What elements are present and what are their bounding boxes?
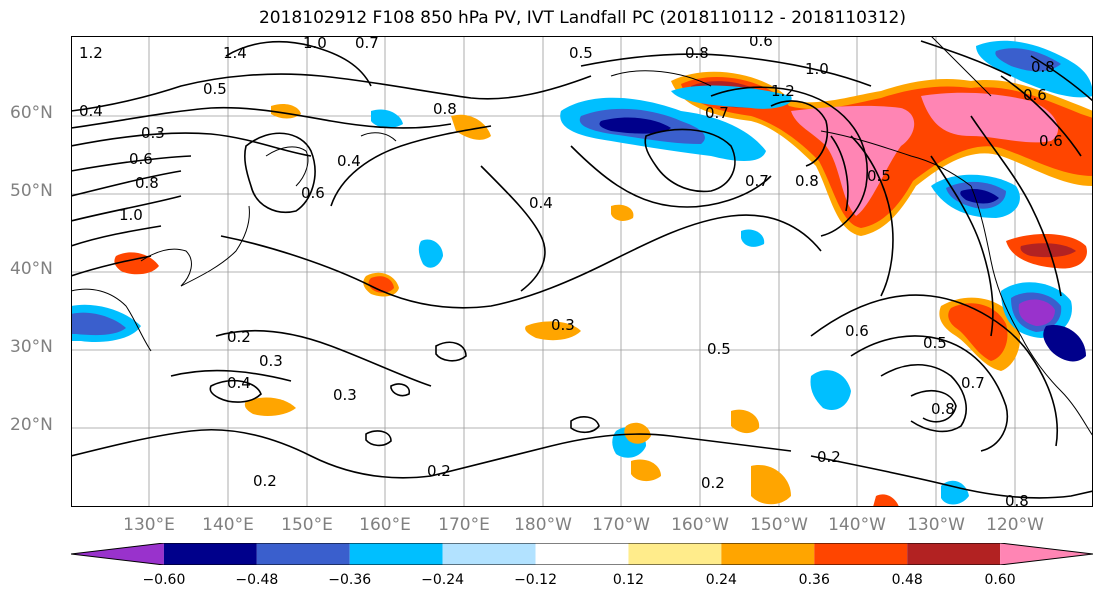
colorbar-tick-label: 0.12 — [612, 572, 645, 588]
colorbar-tick-label: 0.36 — [798, 572, 830, 588]
contour-label: 0.4 — [227, 374, 251, 392]
colorbar-segment — [163, 543, 257, 565]
map-panel: 1.2 1.4 1.0 0.7 0.5 0.8 0.6 1.0 0.5 0.4 … — [71, 36, 1093, 507]
contour-label: 0.6 — [1039, 132, 1063, 150]
contour-label: 0.8 — [1031, 58, 1055, 76]
lon-label: 180°W — [514, 515, 572, 535]
contour-label: 0.7 — [705, 104, 729, 122]
lat-label: 20°N — [10, 415, 53, 435]
contour-label: 0.6 — [129, 150, 153, 168]
lat-label: 30°N — [10, 337, 53, 357]
contour-label: 0.6 — [845, 322, 869, 340]
contour-label: 0.3 — [141, 124, 165, 142]
contour-label: 0.4 — [529, 194, 553, 212]
lat-label: 50°N — [10, 181, 53, 201]
lat-label: 60°N — [10, 103, 53, 123]
lon-label: 130°W — [907, 515, 965, 535]
colorbar-segment — [442, 543, 536, 565]
coastlines — [71, 36, 1093, 437]
contour-label: 0.3 — [333, 386, 357, 404]
colorbar-segment — [535, 543, 629, 565]
pv-contours — [71, 40, 1093, 499]
lon-label: 170°W — [592, 515, 650, 535]
colorbar-tick-label: 0.48 — [891, 572, 923, 588]
lon-label: 120°W — [986, 515, 1044, 535]
contour-label: 0.2 — [227, 328, 251, 346]
contour-label: 0.8 — [135, 174, 159, 192]
contour-label: 0.8 — [795, 172, 819, 190]
lon-label: 150°E — [281, 515, 333, 535]
colorbar-tick-label: −0.24 — [421, 572, 465, 588]
contour-label: 0.6 — [301, 184, 325, 202]
contour-label: 1.2 — [79, 44, 103, 62]
colorbar-tick-label: −0.36 — [328, 572, 372, 588]
colorbar-segment — [814, 543, 908, 565]
contour-label: 0.4 — [337, 152, 361, 170]
colorbar-tick-label: 0.60 — [984, 572, 1016, 588]
contour-label: 0.8 — [685, 44, 709, 62]
lon-label: 130°E — [123, 515, 175, 535]
lon-label: 170°E — [438, 515, 490, 535]
contour-label: 0.7 — [961, 374, 985, 392]
colorbar-tick-label: −0.60 — [142, 572, 186, 588]
contour-label: 0.6 — [1023, 86, 1047, 104]
contour-label: 0.6 — [749, 36, 773, 50]
lon-label: 140°E — [202, 515, 254, 535]
contour-label: 0.7 — [745, 172, 769, 190]
colorbar-segment — [907, 543, 1001, 565]
lon-label: 150°W — [750, 515, 808, 535]
contour-label: 1.0 — [119, 206, 143, 224]
lon-label: 140°W — [828, 515, 886, 535]
contour-label: 0.8 — [931, 400, 955, 418]
contour-label: 0.5 — [923, 334, 947, 352]
contour-label: 0.3 — [259, 352, 283, 370]
filled-anomalies — [71, 40, 1093, 507]
colorbar-segment — [256, 543, 350, 565]
contour-label: 1.2 — [771, 82, 795, 100]
lat-label: 40°N — [10, 259, 53, 279]
contour-label: 1.0 — [303, 36, 327, 52]
contour-label: 0.3 — [551, 316, 575, 334]
colorbar-segment — [1000, 543, 1093, 565]
colorbar-tick-label: 0.24 — [705, 572, 737, 588]
contour-label: 1.0 — [805, 60, 829, 78]
map-plot: 1.2 1.4 1.0 0.7 0.5 0.8 0.6 1.0 0.5 0.4 … — [71, 36, 1093, 507]
contour-label: 0.2 — [701, 474, 725, 492]
contour-label: 0.2 — [253, 472, 277, 490]
lon-label: 160°W — [671, 515, 729, 535]
contour-label: 0.8 — [433, 100, 457, 118]
map-title: 2018102912 F108 850 hPa PV, IVT Landfall… — [258, 8, 906, 28]
contour-label: 0.5 — [569, 44, 593, 62]
colorbar-tick-label: −0.12 — [514, 572, 557, 588]
colorbar-segment — [71, 543, 164, 565]
colorbar-segment — [721, 543, 815, 565]
contour-label: 1.4 — [223, 44, 247, 62]
lon-label: 160°E — [359, 515, 411, 535]
contour-label: 0.4 — [79, 102, 103, 120]
colorbar — [71, 543, 1093, 565]
contour-label: 0.8 — [1005, 492, 1029, 507]
contour-label: 0.2 — [817, 448, 841, 466]
contour-label: 0.7 — [355, 36, 379, 52]
colorbar-segment — [349, 543, 443, 565]
colorbar-tick-label: −0.48 — [235, 572, 279, 588]
contour-label: 0.5 — [867, 167, 891, 185]
contour-label: 0.5 — [707, 340, 731, 358]
colorbar-segment — [628, 543, 722, 565]
contour-label: 0.5 — [203, 80, 227, 98]
contour-labels: 1.2 1.4 1.0 0.7 0.5 0.8 0.6 1.0 0.5 0.4 … — [79, 36, 1063, 507]
contour-label: 0.2 — [427, 462, 451, 480]
